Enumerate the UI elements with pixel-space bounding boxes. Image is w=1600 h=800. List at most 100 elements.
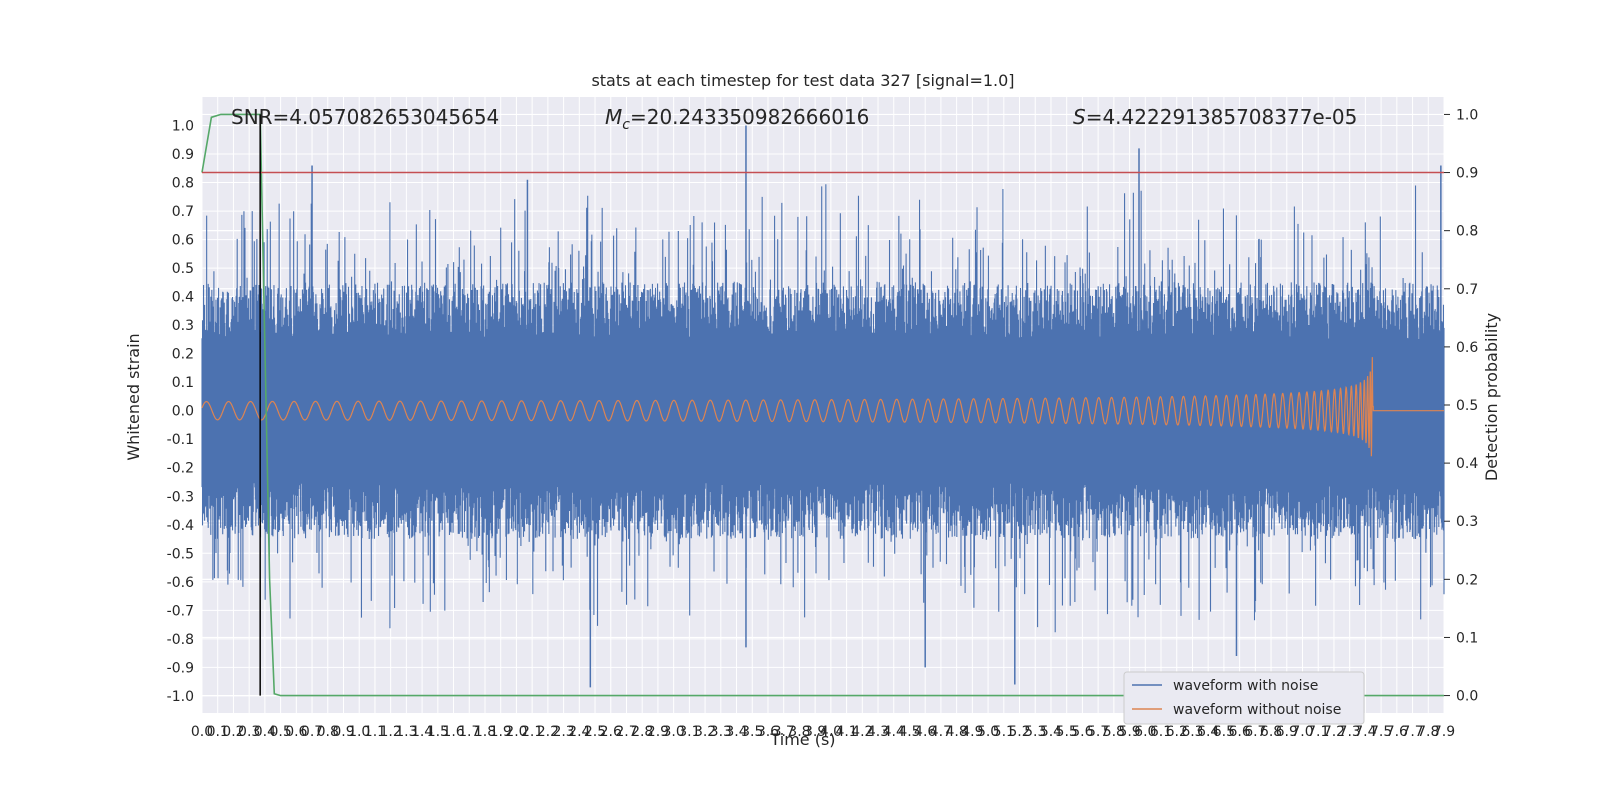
x-tick-label: 4.1 — [835, 724, 857, 740]
legend: waveform with noise waveform without noi… — [1123, 671, 1365, 725]
right-y-tick-label: 0.8 — [1456, 224, 1478, 240]
x-tick-label: 0.8 — [317, 724, 339, 740]
left-y-tick-label: 0.2 — [172, 347, 194, 363]
x-tick-label: 4.5 — [898, 724, 920, 740]
x-tick-label: 5.1 — [993, 724, 1015, 740]
legend-label-noise: waveform with noise — [1173, 678, 1318, 694]
x-tick-label: 0.1 — [207, 724, 229, 740]
right-y-tick-label: 0.0 — [1456, 689, 1478, 705]
s-symbol: S — [1073, 105, 1086, 129]
x-axis-label: Time (s) — [769, 730, 835, 749]
left-y-axis-label: Whitened strain — [124, 333, 143, 460]
x-tick-label: 5.7 — [1087, 724, 1109, 740]
right-y-tick-label: 0.5 — [1456, 398, 1478, 414]
x-tick-label: 4.6 — [914, 724, 936, 740]
x-tick-label: 2.2 — [537, 724, 559, 740]
x-tick-label: 3.8 — [788, 724, 810, 740]
x-tick-label: 4.8 — [946, 724, 968, 740]
x-tick-label: 7.8 — [1417, 724, 1439, 740]
x-tick-label: 3.3 — [710, 724, 732, 740]
right-y-axis-label: Detection probability — [1482, 313, 1501, 481]
left-y-tick-label: -0.8 — [167, 632, 194, 648]
left-y-tick-label: 1.0 — [172, 119, 194, 135]
right-y-tick-label: 0.1 — [1456, 630, 1478, 646]
x-tick-label: 3.2 — [694, 724, 716, 740]
left-y-tick-label: 0.3 — [172, 318, 194, 334]
x-tick-label: 7.2 — [1323, 724, 1345, 740]
right-y-tick-label: 0.7 — [1456, 282, 1478, 298]
x-tick-label: 5.8 — [1103, 724, 1125, 740]
x-tick-label: 2.5 — [584, 724, 606, 740]
right-y-tick-label: 0.4 — [1456, 456, 1478, 472]
s-value: =4.422291385708377e-05 — [1086, 105, 1358, 129]
right-y-tick-label: 0.6 — [1456, 340, 1478, 356]
chirp-line — [201, 357, 1444, 457]
left-y-tick-label: 0.1 — [172, 375, 194, 391]
x-tick-label: 3.4 — [725, 724, 747, 740]
x-tick-label: 3.1 — [678, 724, 700, 740]
left-y-tick-label: 0.0 — [172, 404, 194, 420]
s-annotation: S=4.422291385708377e-05 — [1073, 105, 1357, 129]
left-y-tick-label: -0.7 — [167, 603, 194, 619]
x-tick-label: 0.3 — [238, 724, 260, 740]
x-tick-label: 6.3 — [1181, 724, 1203, 740]
left-y-tick-label: -0.4 — [167, 518, 194, 534]
x-tick-label: 6.7 — [1244, 724, 1266, 740]
x-tick-label: 6.9 — [1276, 724, 1298, 740]
x-tick-label: 1.7 — [458, 724, 480, 740]
left-y-tick-label: -0.6 — [167, 575, 194, 591]
x-tick-label: 2.4 — [568, 724, 590, 740]
x-axis-ticks: 0.00.10.20.30.40.50.60.70.80.91.01.11.21… — [191, 724, 1455, 740]
left-y-tick-label: 0.4 — [172, 290, 194, 306]
x-tick-label: 4.2 — [851, 724, 873, 740]
x-tick-label: 0.5 — [269, 724, 291, 740]
x-tick-label: 7.9 — [1433, 724, 1455, 740]
right-y-tick-label: 0.3 — [1456, 514, 1478, 530]
x-tick-label: 6.0 — [1134, 724, 1156, 740]
x-tick-label: 6.5 — [1213, 724, 1235, 740]
x-tick-label: 2.7 — [615, 724, 637, 740]
reference-lines — [202, 114, 1444, 696]
x-tick-label: 7.5 — [1370, 724, 1392, 740]
legend-label-clean: waveform without noise — [1173, 702, 1341, 718]
snr-annotation: SNR=4.057082653045654 — [231, 105, 499, 129]
x-tick-label: 7.3 — [1339, 724, 1361, 740]
x-tick-label: 0.9 — [332, 724, 354, 740]
left-y-tick-label: -0.3 — [167, 489, 194, 505]
x-tick-label: 2.6 — [600, 724, 622, 740]
x-tick-label: 1.4 — [411, 724, 433, 740]
x-tick-label: 0.6 — [285, 724, 307, 740]
series-detection-probability — [201, 113, 1444, 697]
x-tick-label: 2.9 — [647, 724, 669, 740]
x-tick-label: 1.6 — [442, 724, 464, 740]
x-tick-label: 2.8 — [631, 724, 653, 740]
x-tick-label: 4.0 — [820, 724, 842, 740]
x-tick-label: 3.9 — [804, 724, 826, 740]
left-y-tick-label: -0.5 — [167, 546, 194, 562]
x-tick-label: 2.1 — [521, 724, 543, 740]
x-tick-label: 4.4 — [883, 724, 905, 740]
x-tick-label: 4.7 — [930, 724, 952, 740]
x-tick-label: 6.6 — [1228, 724, 1250, 740]
legend-box — [1123, 671, 1365, 725]
x-tick-label: 5.9 — [1118, 724, 1140, 740]
x-tick-label: 6.8 — [1260, 724, 1282, 740]
x-tick-label: 7.7 — [1401, 724, 1423, 740]
left-y-tick-label: -1.0 — [167, 689, 194, 705]
chart-title: stats at each timestep for test data 327… — [591, 71, 1014, 90]
x-tick-label: 0.4 — [254, 724, 276, 740]
left-y-axis-ticks: 1.0 0.9 0.8 0.7 0.6 0.5 0.4 0.3 0.2 0.1 0.0 -0.1 -0.… — [167, 119, 194, 705]
x-tick-label: 2.0 — [505, 724, 527, 740]
x-tick-label: 5.6 — [1071, 724, 1093, 740]
x-tick-label: 7.4 — [1354, 724, 1376, 740]
left-y-tick-label: -0.2 — [167, 461, 194, 477]
left-y-tick-label: -0.1 — [167, 432, 194, 448]
right-y-tick-label: 1.0 — [1456, 107, 1478, 123]
right-y-axis-ticks: 1.0 0.9 0.8 0.7 0.6 0.5 0.4 0.3 0.2 0.1 0.0 — [1444, 107, 1478, 705]
x-tick-label: 3.5 — [741, 724, 763, 740]
chirp-mass-annotation: Mc=20.243350982666016 — [605, 105, 869, 133]
x-tick-label: 1.9 — [490, 724, 512, 740]
x-tick-label: 1.8 — [474, 724, 496, 740]
x-tick-label: 5.3 — [1024, 724, 1046, 740]
